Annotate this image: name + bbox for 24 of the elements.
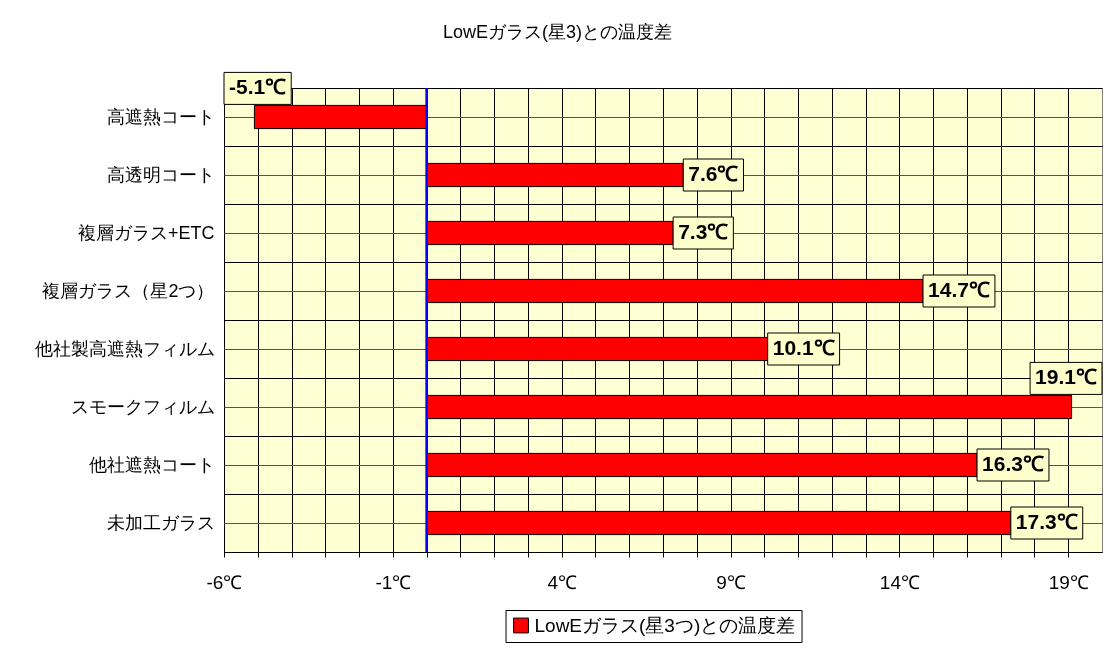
x-tick-label: 9℃ bbox=[716, 571, 746, 593]
data-label: 7.6℃ bbox=[688, 162, 739, 185]
data-label: 19.1℃ bbox=[1035, 365, 1097, 389]
y-tick-label: スモークフィルム bbox=[70, 396, 215, 417]
data-label: 16.3℃ bbox=[982, 452, 1044, 475]
x-tick-label: 14℃ bbox=[879, 571, 920, 593]
y-tick-label: 高透明コート bbox=[106, 164, 215, 185]
x-tick-label: 19℃ bbox=[1048, 571, 1089, 593]
y-tick-label: 未加工ガラス bbox=[106, 512, 215, 533]
x-tick-label: -6℃ bbox=[206, 571, 243, 593]
data-label: 10.1℃ bbox=[772, 336, 835, 359]
y-tick-label: 高遮熱コート bbox=[106, 106, 215, 127]
x-tick-label: -1℃ bbox=[375, 571, 412, 593]
legend-label: LowEガラス(星3つ)との温度差 bbox=[534, 614, 796, 636]
y-tick-label: 複層ガラス（星2つ） bbox=[42, 280, 215, 301]
y-tick-label: 複層ガラス+ETC bbox=[77, 222, 215, 243]
y-tick-label: 他社製高遮熱フィルム bbox=[34, 338, 215, 359]
data-label: -5.1℃ bbox=[229, 75, 287, 99]
data-label: 7.3℃ bbox=[678, 220, 729, 243]
y-tick-label: 他社遮熱コート bbox=[88, 454, 215, 475]
chart-title: LowEガラス(星3)との温度差 bbox=[442, 21, 673, 42]
x-tick-label: 4℃ bbox=[547, 571, 577, 593]
data-label: 14.7℃ bbox=[928, 278, 990, 301]
data-label: 17.3℃ bbox=[1015, 510, 1078, 533]
